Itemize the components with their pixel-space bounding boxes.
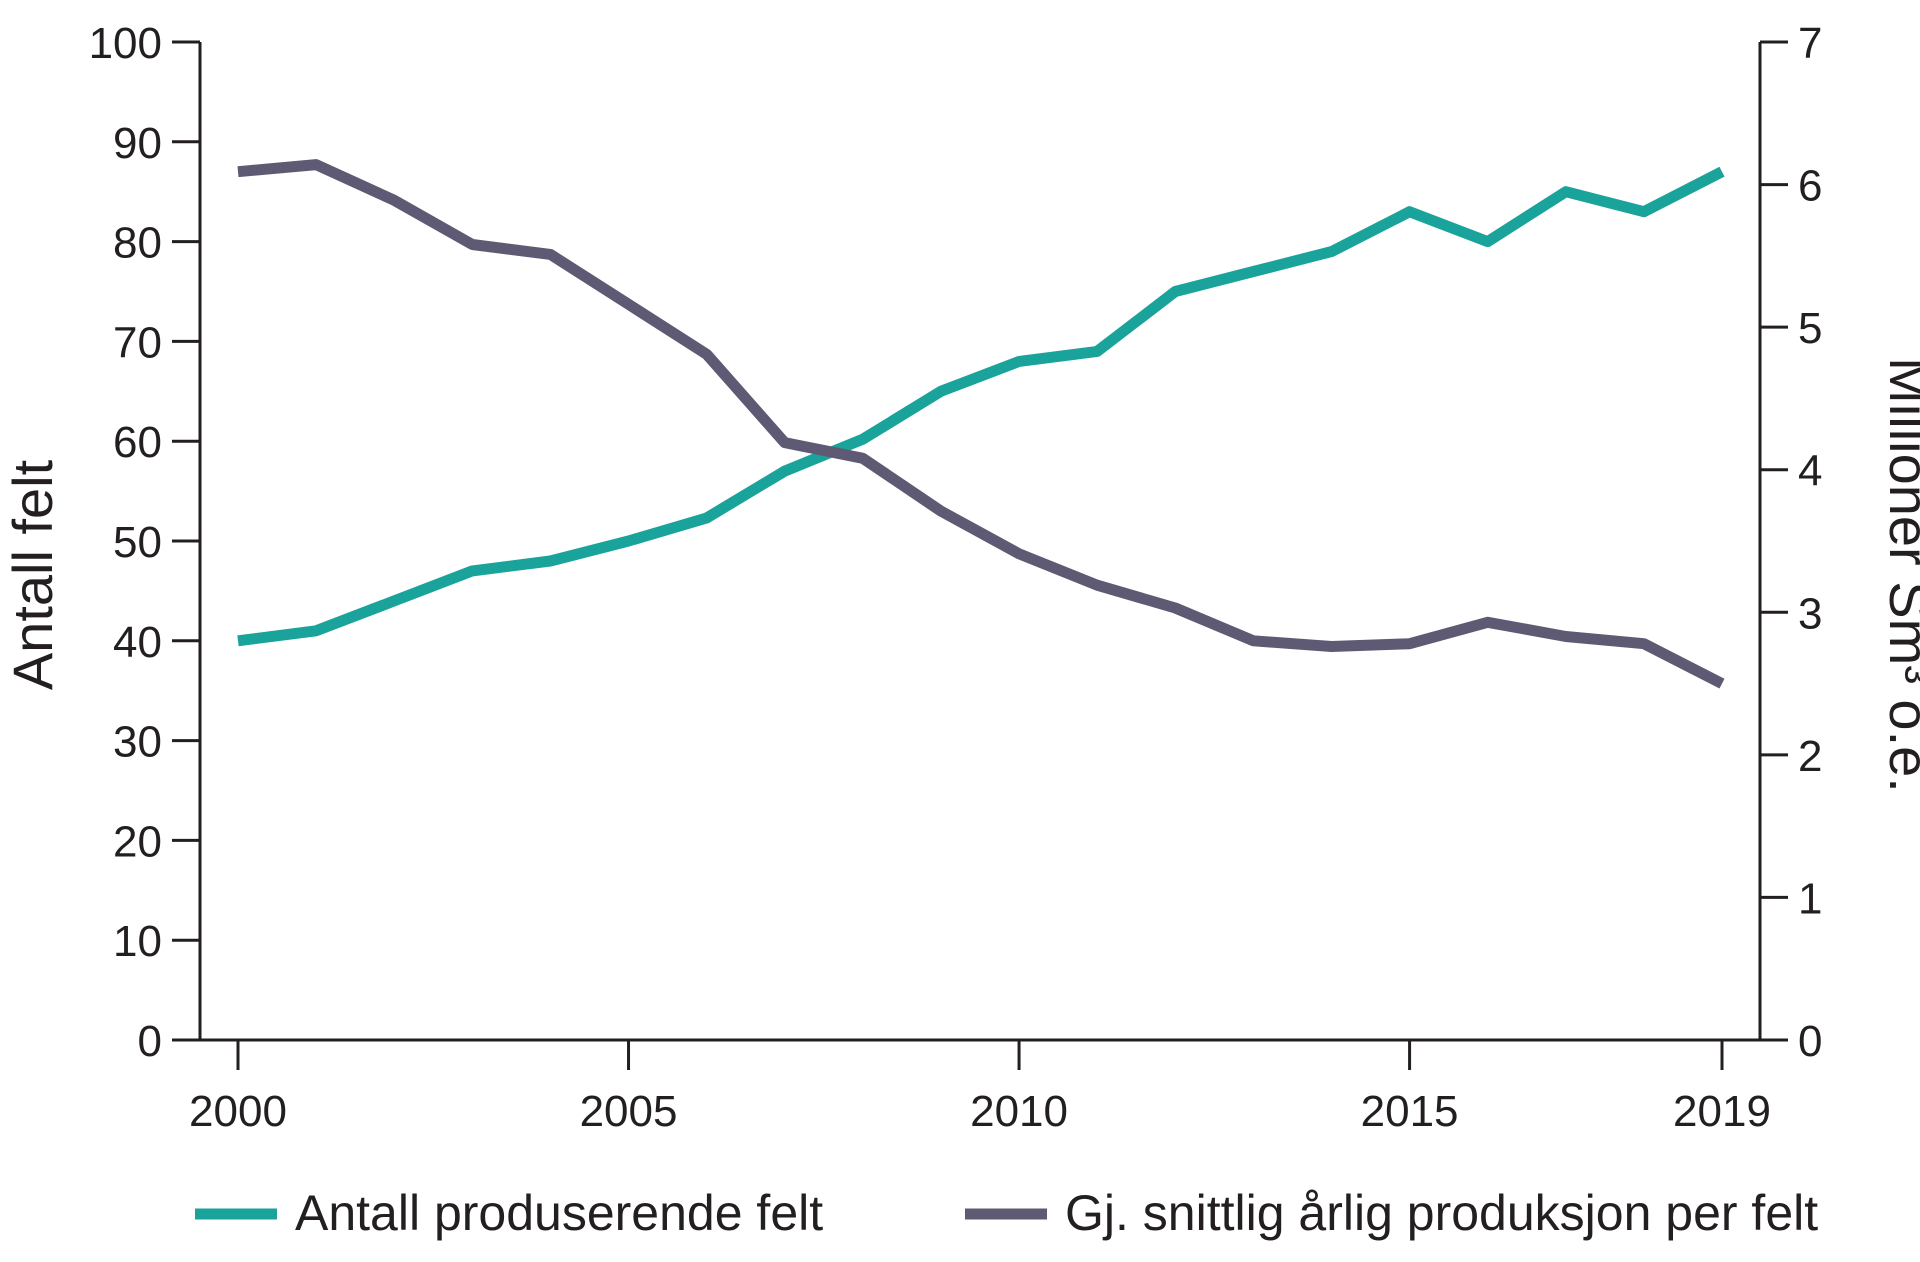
y-tick-label: 90 — [113, 119, 162, 168]
y2-tick-label: 1 — [1798, 874, 1822, 923]
y2-tick-label: 6 — [1798, 162, 1822, 211]
y-tick-label: 80 — [113, 219, 162, 268]
series-line-1 — [237, 166, 1725, 647]
y2-tick-label: 5 — [1798, 304, 1822, 353]
y2-tick-label: 0 — [1798, 1017, 1822, 1066]
x-tick-label: 2015 — [1361, 1087, 1459, 1136]
y2-tick-label: 4 — [1798, 447, 1822, 496]
y2-axis-title: Millioner Sm³ o.e. — [1878, 357, 1920, 793]
y-tick-label: 70 — [113, 318, 162, 367]
x-tick-label: 2010 — [970, 1087, 1068, 1136]
y-tick-label: 50 — [113, 518, 162, 567]
legend-label-1: Antall produserende felt — [295, 1185, 823, 1241]
y-tick-label: 20 — [113, 817, 162, 866]
y-tick-label: 40 — [113, 618, 162, 667]
series-lines — [237, 159, 1725, 689]
series-line-2 — [237, 159, 1725, 689]
y-tick-label: 30 — [113, 718, 162, 767]
x-tick-label: 2005 — [580, 1087, 678, 1136]
y-tick-label: 10 — [113, 917, 162, 966]
y2-tick-label: 7 — [1798, 19, 1822, 68]
axes: 0 10 20 30 40 50 60 70 80 90 100 0 1 2 3 4 5 6 7 2000 2005 20… — [89, 19, 1823, 1136]
y2-tick-label: 3 — [1798, 589, 1822, 638]
y-axis-title: Antall felt — [1, 459, 64, 690]
y-tick-label: 100 — [89, 19, 162, 68]
y2-tick-label: 2 — [1798, 732, 1822, 781]
x-tick-label: 2000 — [189, 1087, 287, 1136]
legend: Antall produserende felt Gj. snittlig årl… — [195, 1185, 1818, 1241]
x-tick-label: 2019 — [1673, 1087, 1771, 1136]
y-tick-label: 60 — [113, 418, 162, 467]
legend-label-2: Gj. snittlig årlig produksjon per felt — [1065, 1185, 1818, 1241]
y-tick-label: 0 — [138, 1017, 162, 1066]
